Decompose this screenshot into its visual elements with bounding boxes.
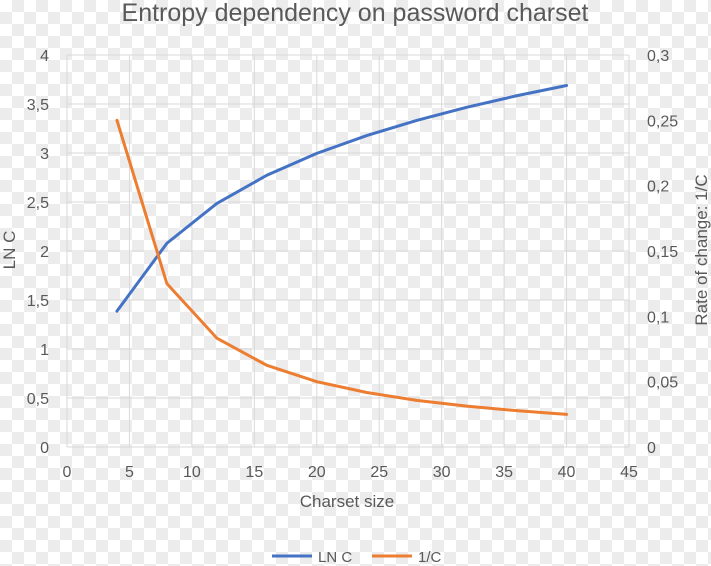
y2-tick-label: 0,05 bbox=[647, 375, 678, 392]
legend: LN C 1/C bbox=[272, 549, 442, 566]
x-tick-label: 5 bbox=[125, 464, 134, 481]
y-tick-label: 0,5 bbox=[27, 391, 49, 408]
y2-tick-label: 0,25 bbox=[647, 113, 678, 130]
y-axis-ticks: 0 0,5 1 1,5 2 2,5 3 3,5 4 bbox=[27, 48, 49, 457]
y2-tick-label: 0 bbox=[647, 440, 656, 457]
y2-tick-label: 0,15 bbox=[647, 244, 678, 261]
x-tick-label: 0 bbox=[63, 464, 72, 481]
y2-axis-label: Rate of change: 1/C bbox=[692, 174, 711, 325]
x-tick-label: 20 bbox=[308, 464, 326, 481]
y-tick-label: 1,5 bbox=[27, 293, 49, 310]
y-tick-label: 3,5 bbox=[27, 97, 49, 114]
y-tick-label: 0 bbox=[40, 440, 49, 457]
y2-tick-label: 0,3 bbox=[647, 48, 669, 65]
series-line-1-c bbox=[115, 118, 569, 416]
y-tick-label: 4 bbox=[40, 48, 49, 65]
x-tick-label: 10 bbox=[183, 464, 201, 481]
x-tick-label: 40 bbox=[558, 464, 576, 481]
x-tick-label: 30 bbox=[433, 464, 451, 481]
y-tick-label: 1 bbox=[40, 342, 49, 359]
y-tick-label: 3 bbox=[40, 146, 49, 163]
y-axis-label: LN C bbox=[0, 231, 19, 270]
x-tick-label: 45 bbox=[620, 464, 638, 481]
y-tick-label: 2,5 bbox=[27, 195, 49, 212]
y2-axis-ticks: 0 0,05 0,1 0,15 0,2 0,25 0,3 bbox=[647, 48, 678, 457]
legend-label-1-c: 1/C bbox=[418, 549, 442, 566]
x-tick-label: 25 bbox=[370, 464, 388, 481]
y2-tick-label: 0,1 bbox=[647, 309, 669, 326]
series-layer bbox=[115, 83, 569, 416]
legend-label-ln-c: LN C bbox=[318, 549, 352, 566]
x-tick-label: 35 bbox=[495, 464, 513, 481]
chart-title: Entropy dependency on password charset bbox=[122, 0, 589, 27]
x-axis-ticks: 0 5 10 15 20 25 30 35 40 45 bbox=[63, 464, 638, 481]
y-tick-label: 2 bbox=[40, 244, 49, 261]
x-tick-label: 15 bbox=[245, 464, 263, 481]
series-line-ln-c bbox=[115, 83, 569, 313]
x-axis-label: Charset size bbox=[300, 492, 394, 511]
y2-tick-label: 0,2 bbox=[647, 179, 669, 196]
